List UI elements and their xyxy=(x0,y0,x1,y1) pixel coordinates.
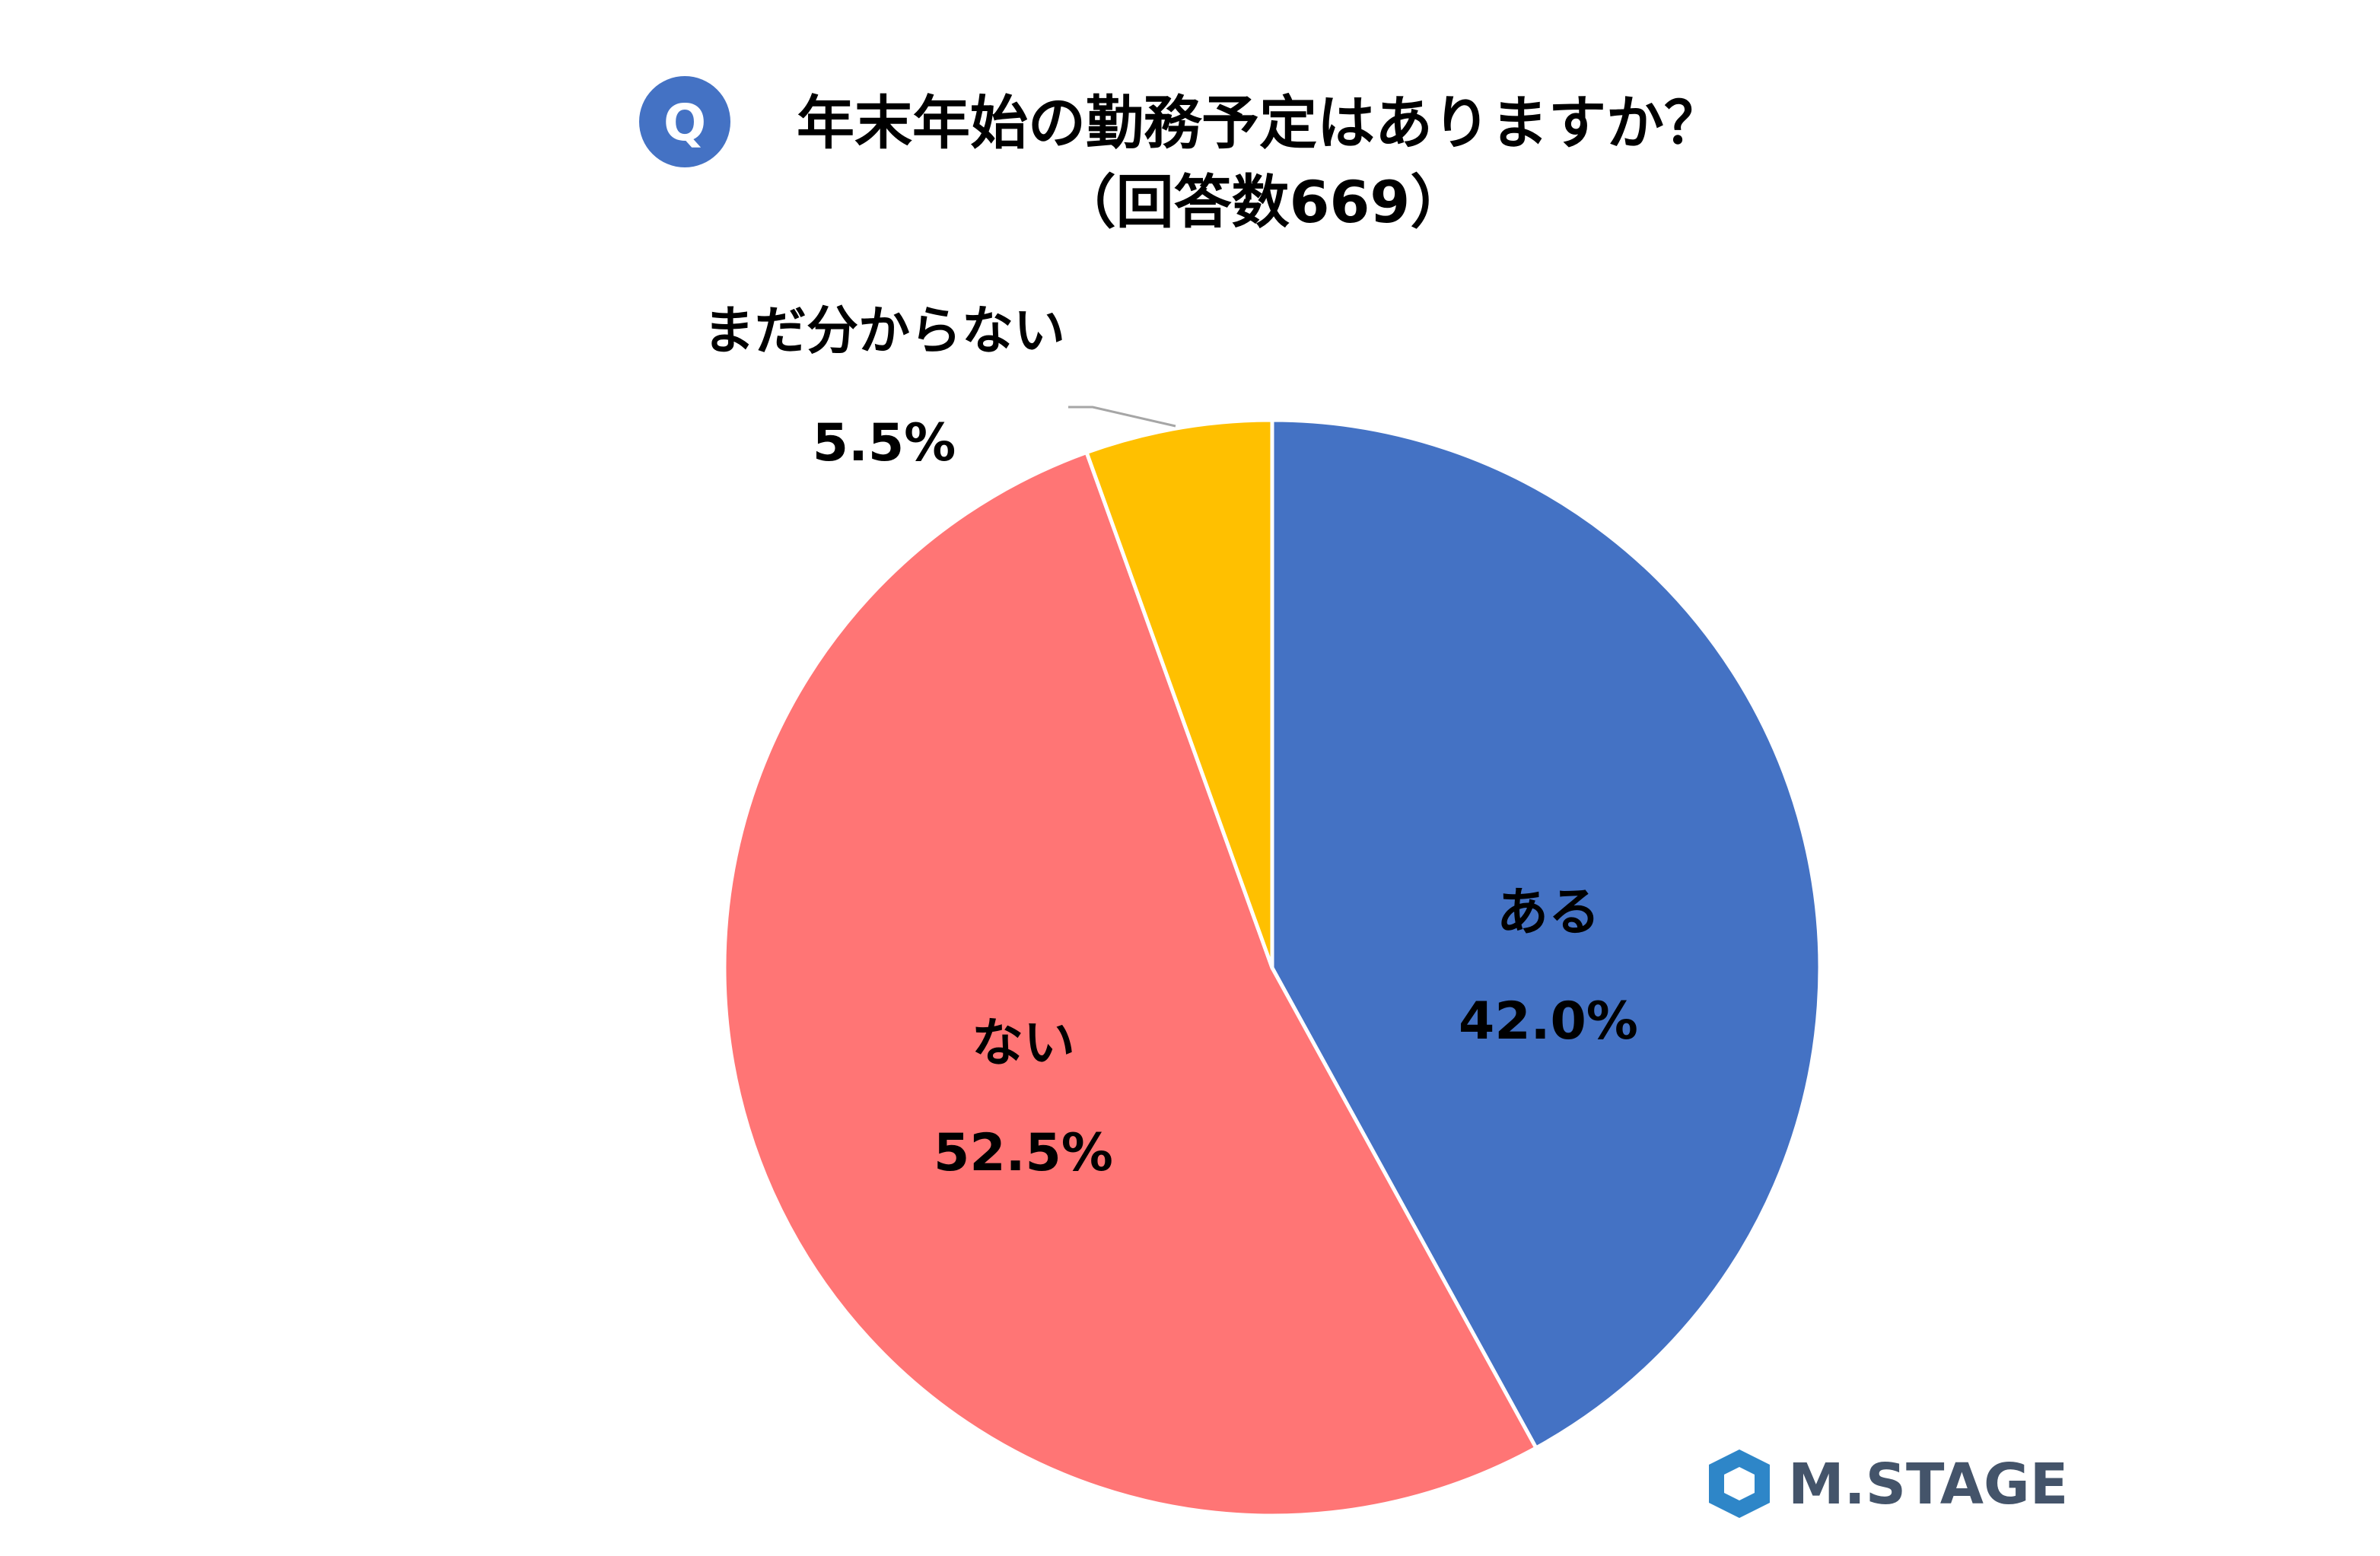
question-badge-icon xyxy=(639,76,730,167)
chart-title: Q 年末年始の勤務予定はありますか？ （回答数669） xyxy=(639,76,1722,236)
brand-name: M.STAGE xyxy=(1788,1452,2068,1517)
pie-slice-madawakaranai xyxy=(1084,418,1274,970)
slice-label-nai: ない xyxy=(972,1013,1075,1074)
question-badge-text: Q xyxy=(663,94,706,152)
title-line-1: 年末年始の勤務予定はありますか？ xyxy=(797,89,1722,157)
slice-value-madawakaranai: 5.5% xyxy=(813,413,956,473)
slice-value-nai: 52.5% xyxy=(934,1123,1113,1183)
pie-slices xyxy=(722,418,1822,1518)
slice-label-aru: ある xyxy=(1497,883,1600,943)
title-line-2: （回答数669） xyxy=(1058,168,1468,236)
pie-slice-aru xyxy=(1270,418,1822,1450)
slice-value-aru: 42.0% xyxy=(1459,991,1638,1052)
hexagon-logo-icon xyxy=(1709,1449,1770,1518)
slice-labels: ある 42.0% ない 52.5% まだ分からない 5.5% xyxy=(703,301,1638,1183)
brand-logo: M.STAGE xyxy=(1709,1449,2068,1518)
leader-line xyxy=(1068,406,1176,428)
pie-slice-nai xyxy=(722,450,1538,1518)
slice-label-madawakaranai: まだ分からない xyxy=(703,301,1065,361)
